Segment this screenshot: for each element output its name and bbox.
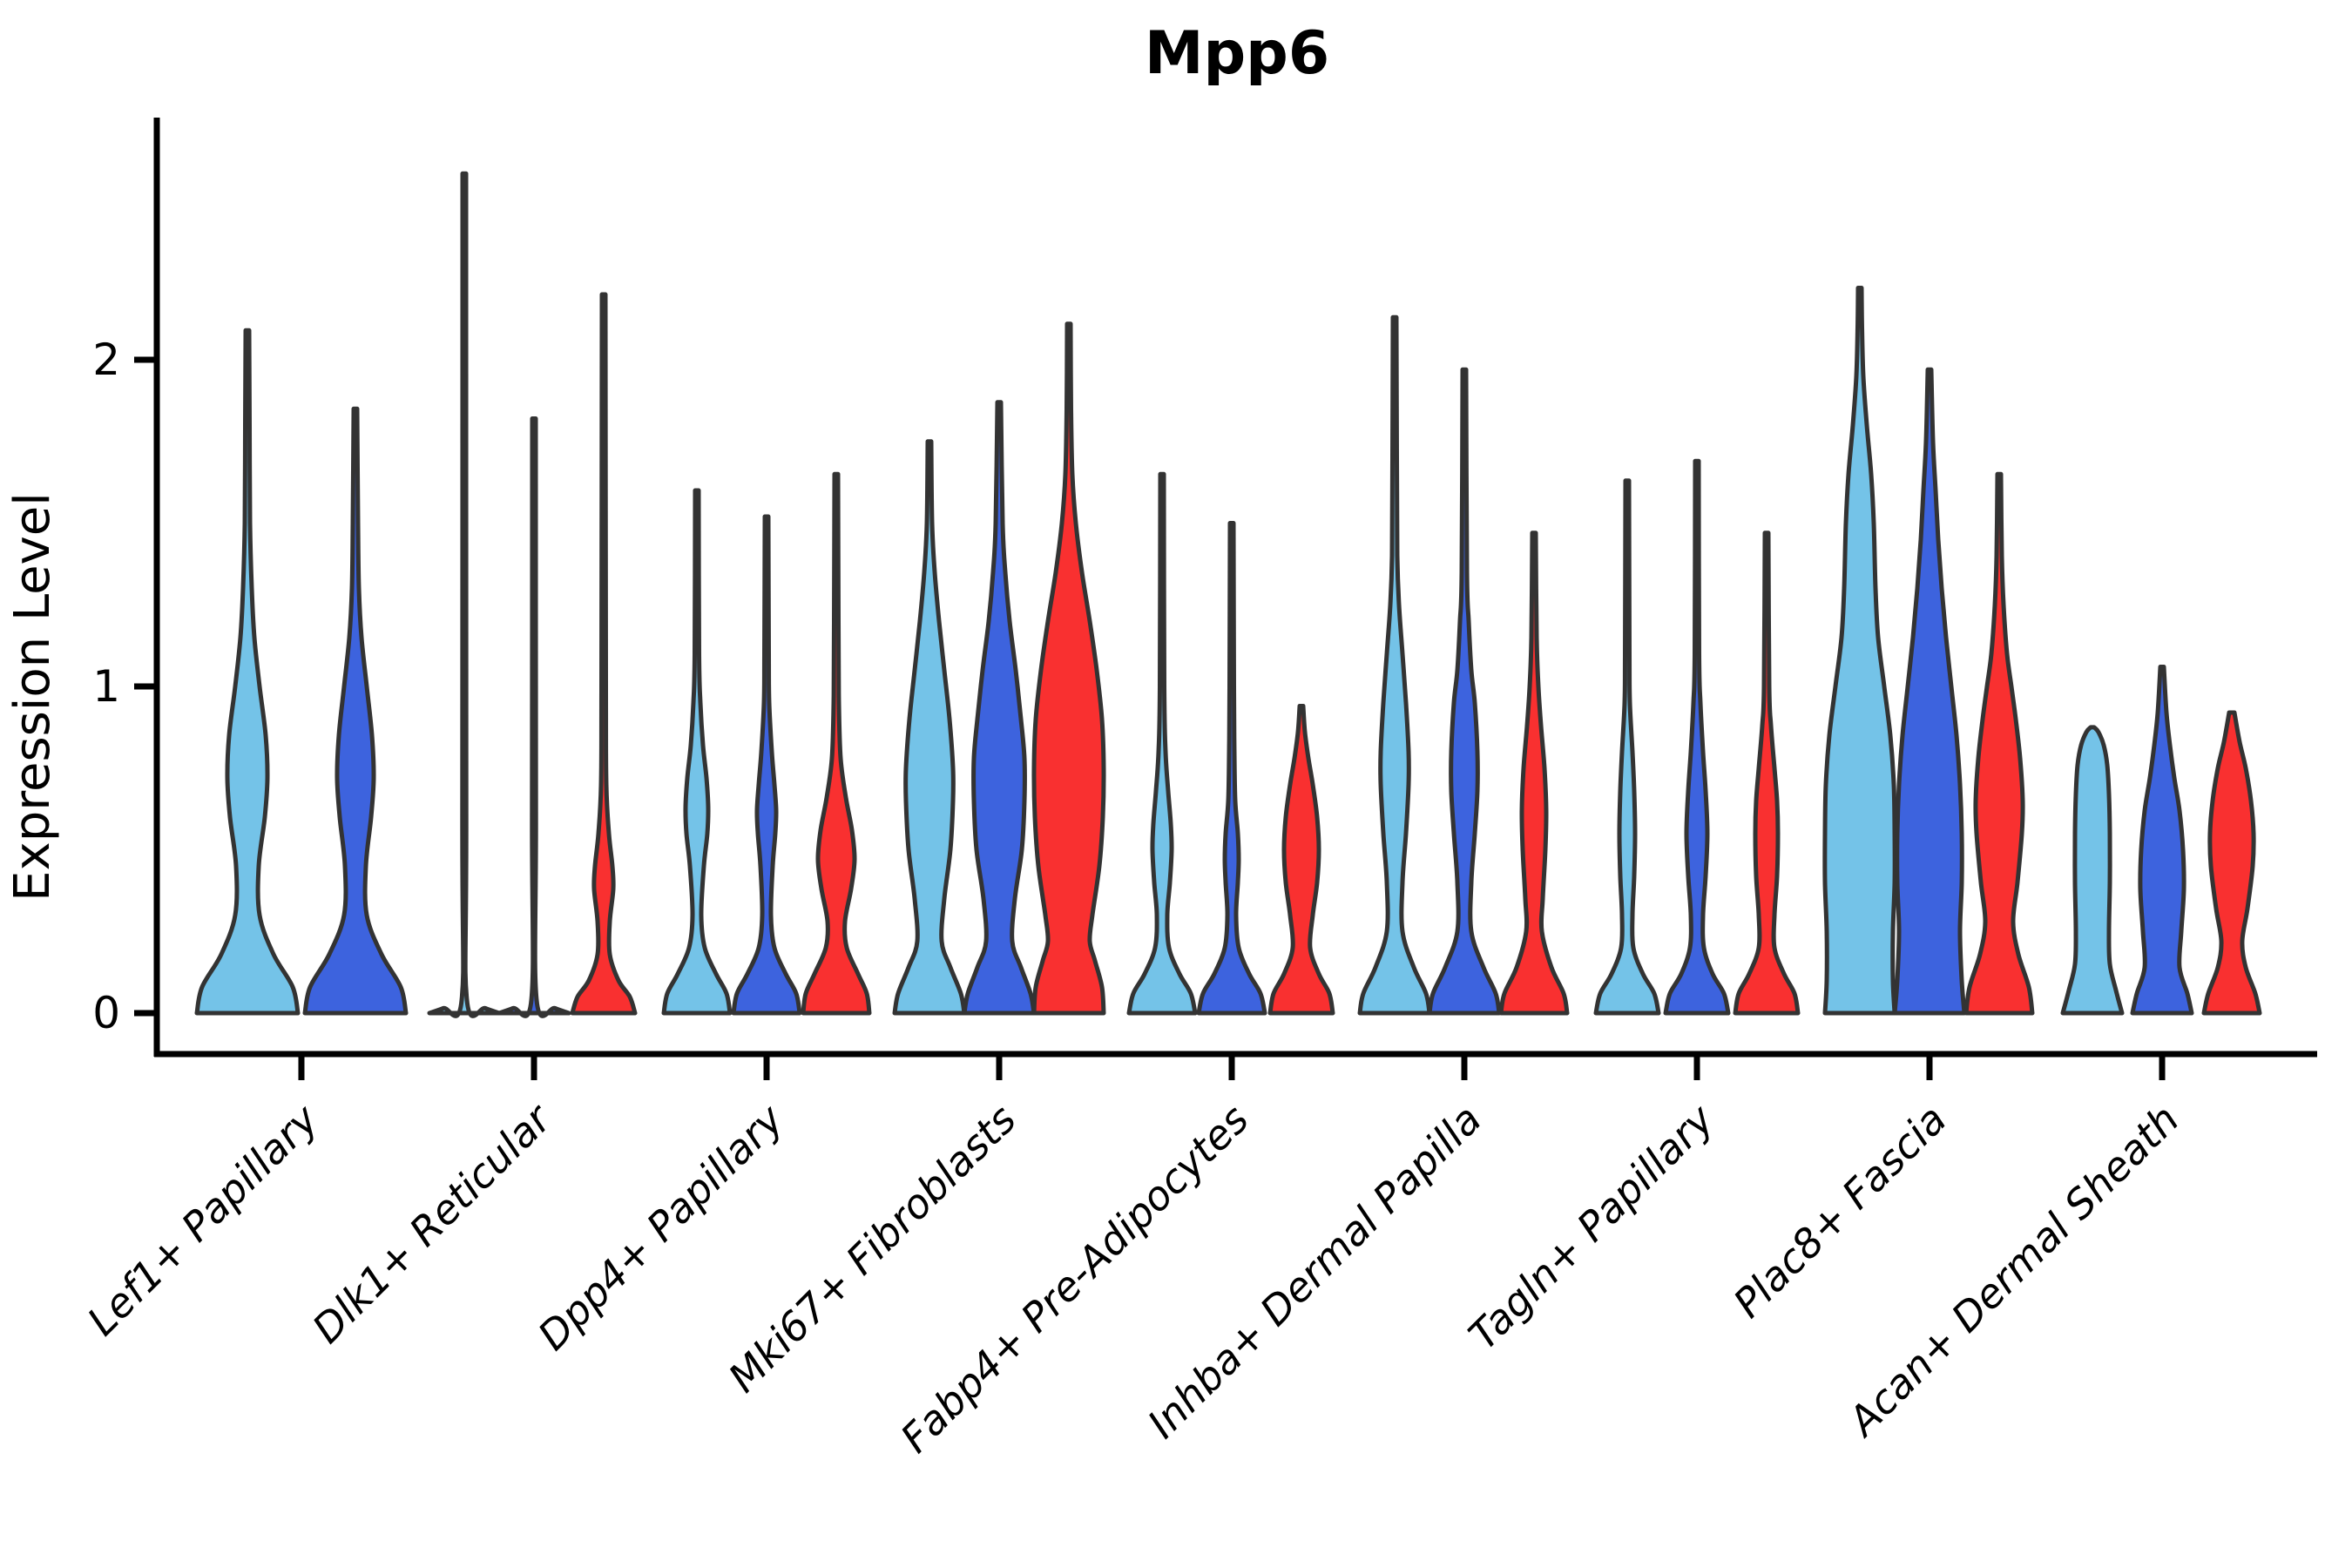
y-tick-label: 2 bbox=[92, 335, 120, 385]
violin-dark_blue-plac8-fascia bbox=[1892, 367, 1967, 1016]
violin-red-dpp4-papillary bbox=[801, 471, 872, 1016]
violin-red-plac8-fascia bbox=[1963, 471, 2035, 1016]
y-axis-label: Expression Level bbox=[4, 492, 61, 902]
violin-red-tagln-papillary bbox=[1733, 531, 1801, 1016]
violin-dark_blue-inhba-dermal-papilla bbox=[1427, 367, 1502, 1016]
violin-light_blue-dlk1-reticular bbox=[427, 171, 502, 1018]
violin-light_blue-mki67-fibroblasts bbox=[892, 439, 967, 1016]
violin-dark_blue-acan-dermal-sheath bbox=[2130, 665, 2194, 1016]
violin-light_blue-fabp4-pre-adipocytes bbox=[1126, 471, 1198, 1016]
violin-dark_blue-fabp4-pre-adipocytes bbox=[1196, 521, 1267, 1016]
y-tick-label: 1 bbox=[92, 661, 120, 712]
violin-light_blue-acan-dermal-sheath bbox=[2060, 725, 2125, 1016]
violin-red-mki67-fibroblasts bbox=[1031, 321, 1106, 1016]
violin-red-inhba-dermal-papilla bbox=[1498, 531, 1570, 1016]
violin-dark_blue-mki67-fibroblasts bbox=[962, 400, 1037, 1016]
x-tick-label: Dpp4+ Papillary bbox=[529, 1095, 793, 1359]
violin-light_blue-dpp4-papillary bbox=[661, 488, 733, 1016]
x-tick-label: Tagln+ Papillary bbox=[1459, 1095, 1723, 1359]
violin-dark_blue-lef1-papillary bbox=[302, 406, 409, 1016]
violin-red-fabp4-pre-adipocytes bbox=[1267, 704, 1335, 1016]
violin-dark_blue-dpp4-papillary bbox=[731, 514, 802, 1016]
violin-dark_blue-dlk1-reticular bbox=[497, 416, 571, 1018]
violin-light_blue-tagln-papillary bbox=[1593, 478, 1661, 1016]
violin-light_blue-plac8-fascia bbox=[1822, 286, 1897, 1016]
violin-red-acan-dermal-sheath bbox=[2201, 710, 2262, 1016]
violin-red-dlk1-reticular bbox=[570, 292, 638, 1016]
violin-light_blue-lef1-papillary bbox=[194, 328, 301, 1016]
x-tick-label: Plac8+ Fascia bbox=[1724, 1096, 1955, 1327]
x-tick-label: Lef1+ Papillary bbox=[78, 1095, 328, 1344]
violin-dark_blue-tagln-papillary bbox=[1663, 458, 1731, 1016]
y-tick-label: 0 bbox=[92, 988, 120, 1038]
chart-title: Mpp6 bbox=[1144, 19, 1330, 88]
violin-light_blue-inhba-dermal-papilla bbox=[1357, 314, 1432, 1016]
x-tick-label: Dlk1+ Reticular bbox=[303, 1093, 562, 1352]
